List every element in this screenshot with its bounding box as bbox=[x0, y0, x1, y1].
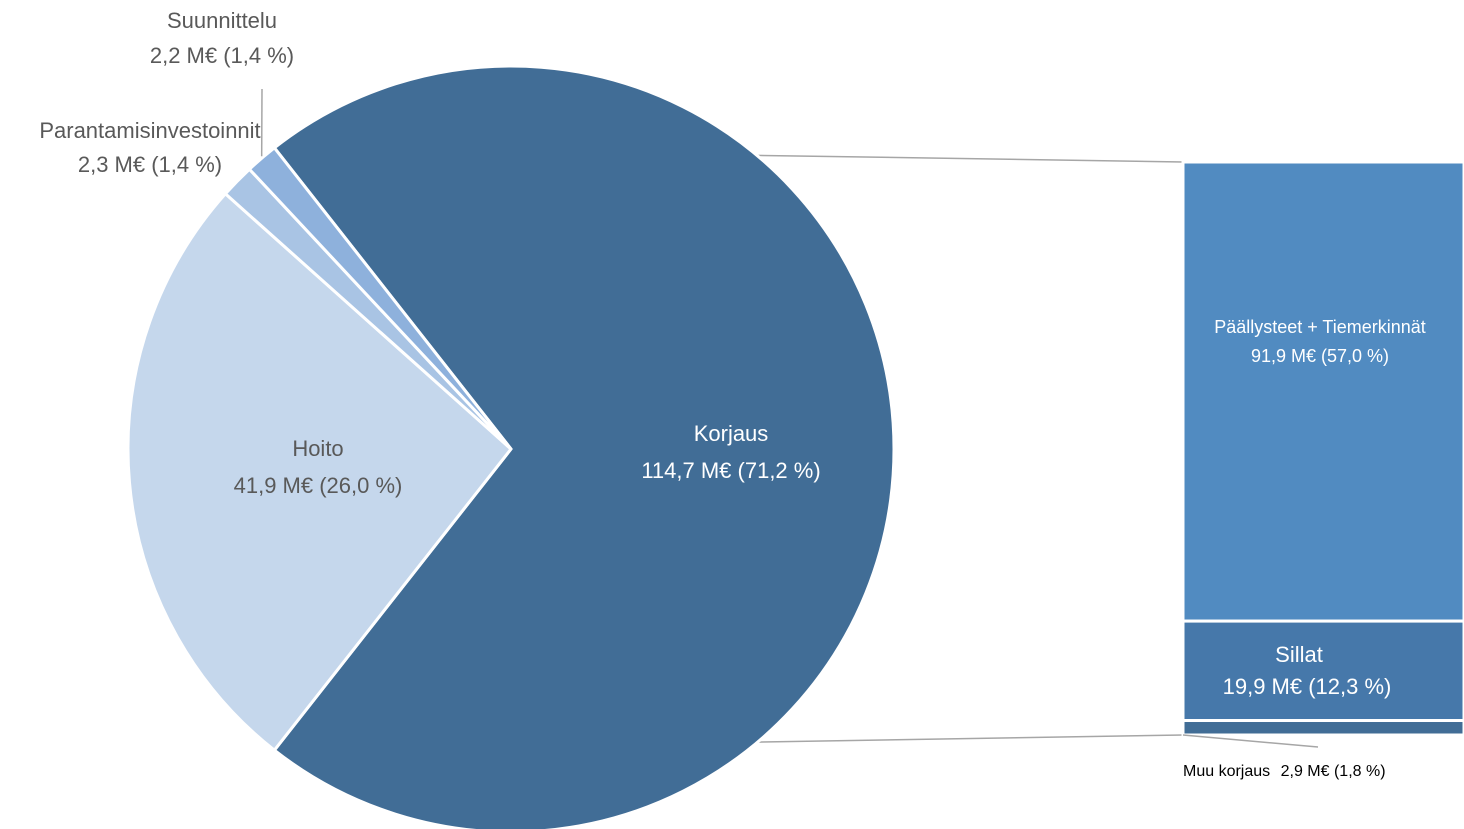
bar-label-paallysteet-value: 91,9 M€ (57,0 %) bbox=[1251, 346, 1389, 366]
pie-slice-korjaus bbox=[272, 64, 896, 829]
slice-label-hoito-value: 41,9 M€ (26,0 %) bbox=[234, 473, 403, 498]
bar-label-paallysteet-name: Päällysteet + Tiemerkinnät bbox=[1214, 317, 1426, 337]
bar-segment-paallysteet-tiemerkinnat bbox=[1181, 160, 1464, 623]
bar-label-muu-korjaus-value: 2,9 M€ (1,8 %) bbox=[1281, 763, 1386, 780]
slice-label-suunnittelu-value: 2,2 M€ (1,4 %) bbox=[150, 43, 294, 68]
leader-line-muu-korjaus bbox=[1182, 734, 1319, 748]
pie-slice-suunnittelu bbox=[247, 146, 513, 451]
bar-label-sillat-value: 19,9 M€ (12,3 %) bbox=[1223, 674, 1392, 699]
bar-segment-sillat bbox=[1181, 619, 1464, 723]
bar-label-muu-korjaus: Muu korjaus 2,9 M€ (1,8 %) bbox=[1183, 763, 1386, 780]
bar-segment-muu-korjaus bbox=[1181, 719, 1464, 737]
slice-label-suunnittelu-name: Suunnittelu bbox=[167, 8, 277, 33]
slice-label-parantamisinvestoinnit-name: Parantamisinvestoinnit bbox=[39, 118, 260, 143]
pie-slice-hoito bbox=[126, 192, 513, 752]
breakdown-bar bbox=[1181, 160, 1464, 737]
bar-label-muu-korjaus-name: Muu korjaus bbox=[1183, 763, 1270, 780]
labels: Korjaus 114,7 M€ (71,2 %) Hoito 41,9 M€ … bbox=[39, 8, 1425, 780]
slice-label-korjaus-value: 114,7 M€ (71,2 %) bbox=[641, 458, 820, 483]
slice-label-parantamisinvestoinnit-value: 2,3 M€ (1,4 %) bbox=[78, 152, 222, 177]
pie bbox=[126, 64, 896, 829]
slice-label-hoito-name: Hoito bbox=[292, 436, 343, 461]
bar-label-sillat-name: Sillat bbox=[1275, 642, 1323, 667]
slice-label-korjaus-name: Korjaus bbox=[694, 421, 769, 446]
